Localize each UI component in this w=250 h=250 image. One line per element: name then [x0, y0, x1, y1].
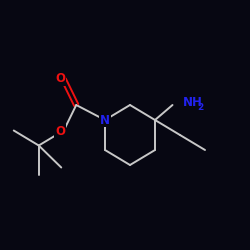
Text: N: N — [100, 114, 110, 126]
Text: NH: NH — [182, 96, 203, 109]
Text: 2: 2 — [198, 103, 203, 112]
Text: O: O — [55, 72, 65, 85]
Text: O: O — [55, 125, 65, 138]
